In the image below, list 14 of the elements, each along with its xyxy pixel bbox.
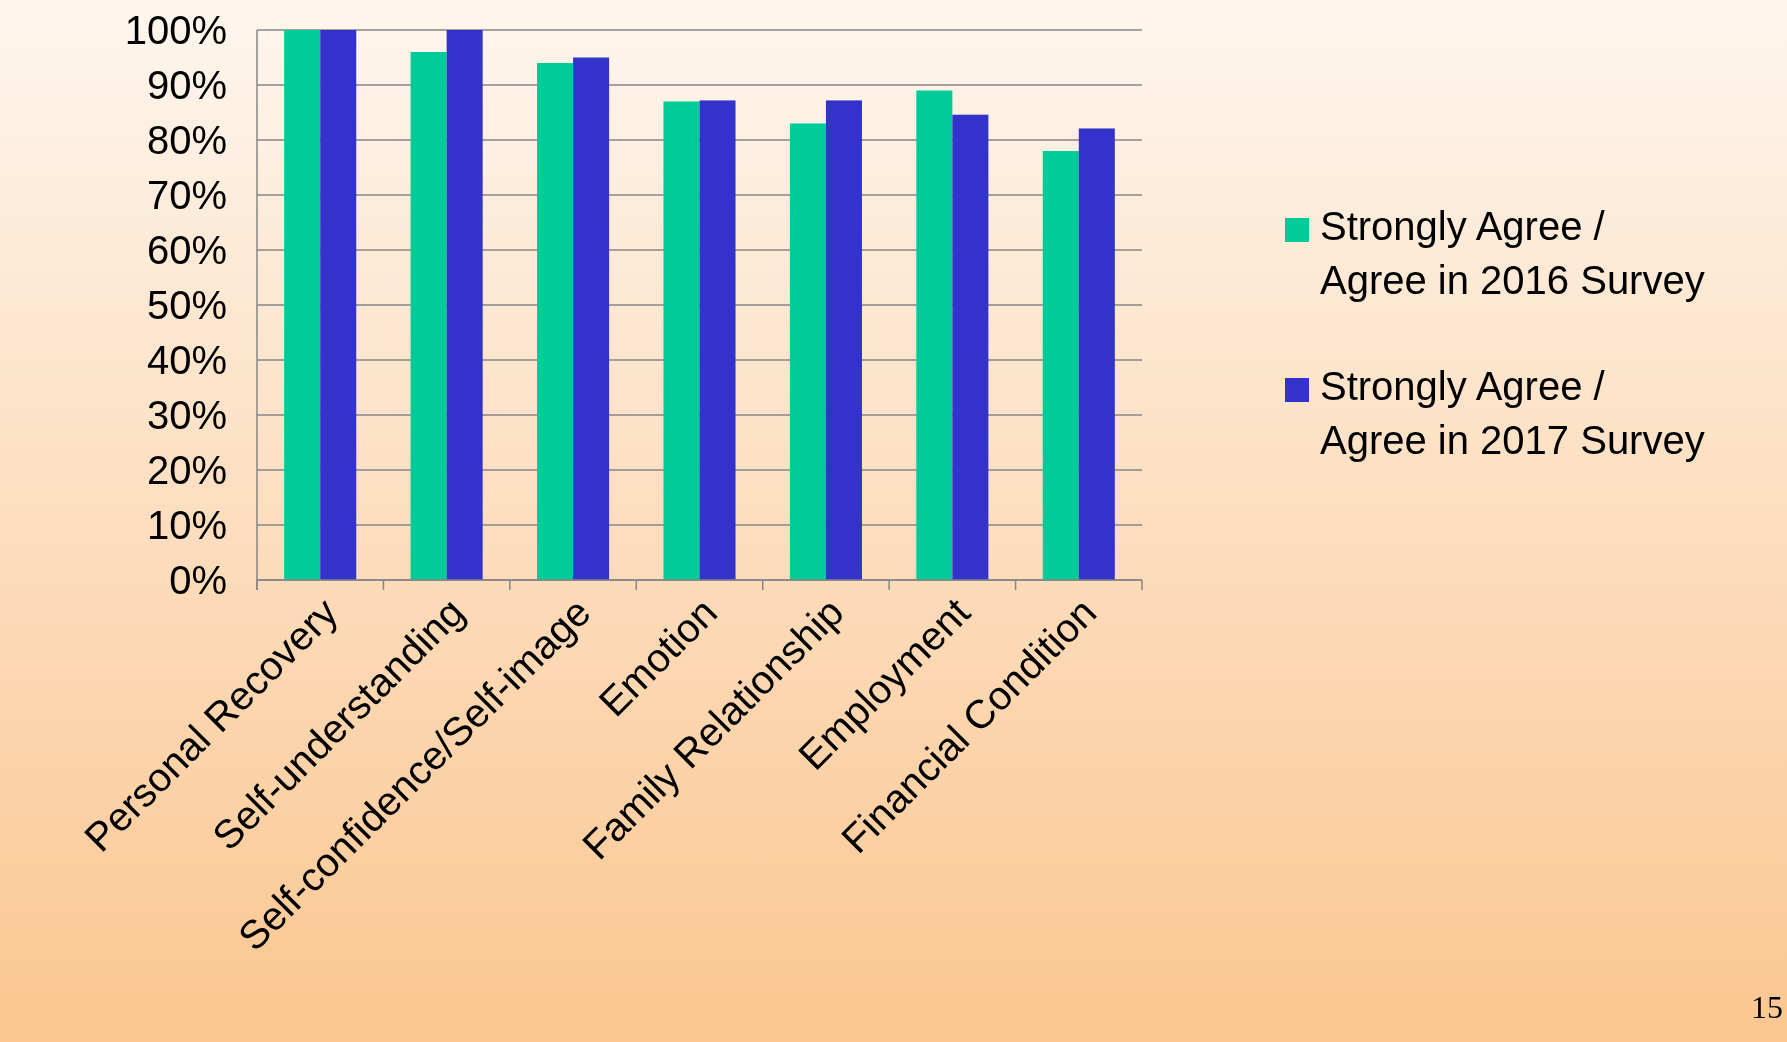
legend-label: Strongly Agree / Agree in 2016 Survey — [1320, 204, 1705, 302]
y-tick-label: 20% — [146, 448, 227, 492]
y-tick-label: 90% — [146, 63, 227, 107]
y-tick-label: 0% — [169, 558, 227, 602]
y-tick-label: 100% — [124, 8, 227, 52]
y-tick-label: 50% — [146, 283, 227, 327]
y-tick-label: 80% — [146, 118, 227, 162]
y-tick-label: 60% — [146, 228, 227, 272]
y-tick-label: 10% — [146, 503, 227, 547]
y-tick-label: 70% — [146, 173, 227, 217]
y-tick-label: 40% — [146, 338, 227, 382]
legend-label: Strongly Agree / Agree in 2017 Survey — [1320, 364, 1705, 462]
text: 15 — [1751, 989, 1783, 1025]
y-tick-label: 30% — [146, 393, 227, 437]
